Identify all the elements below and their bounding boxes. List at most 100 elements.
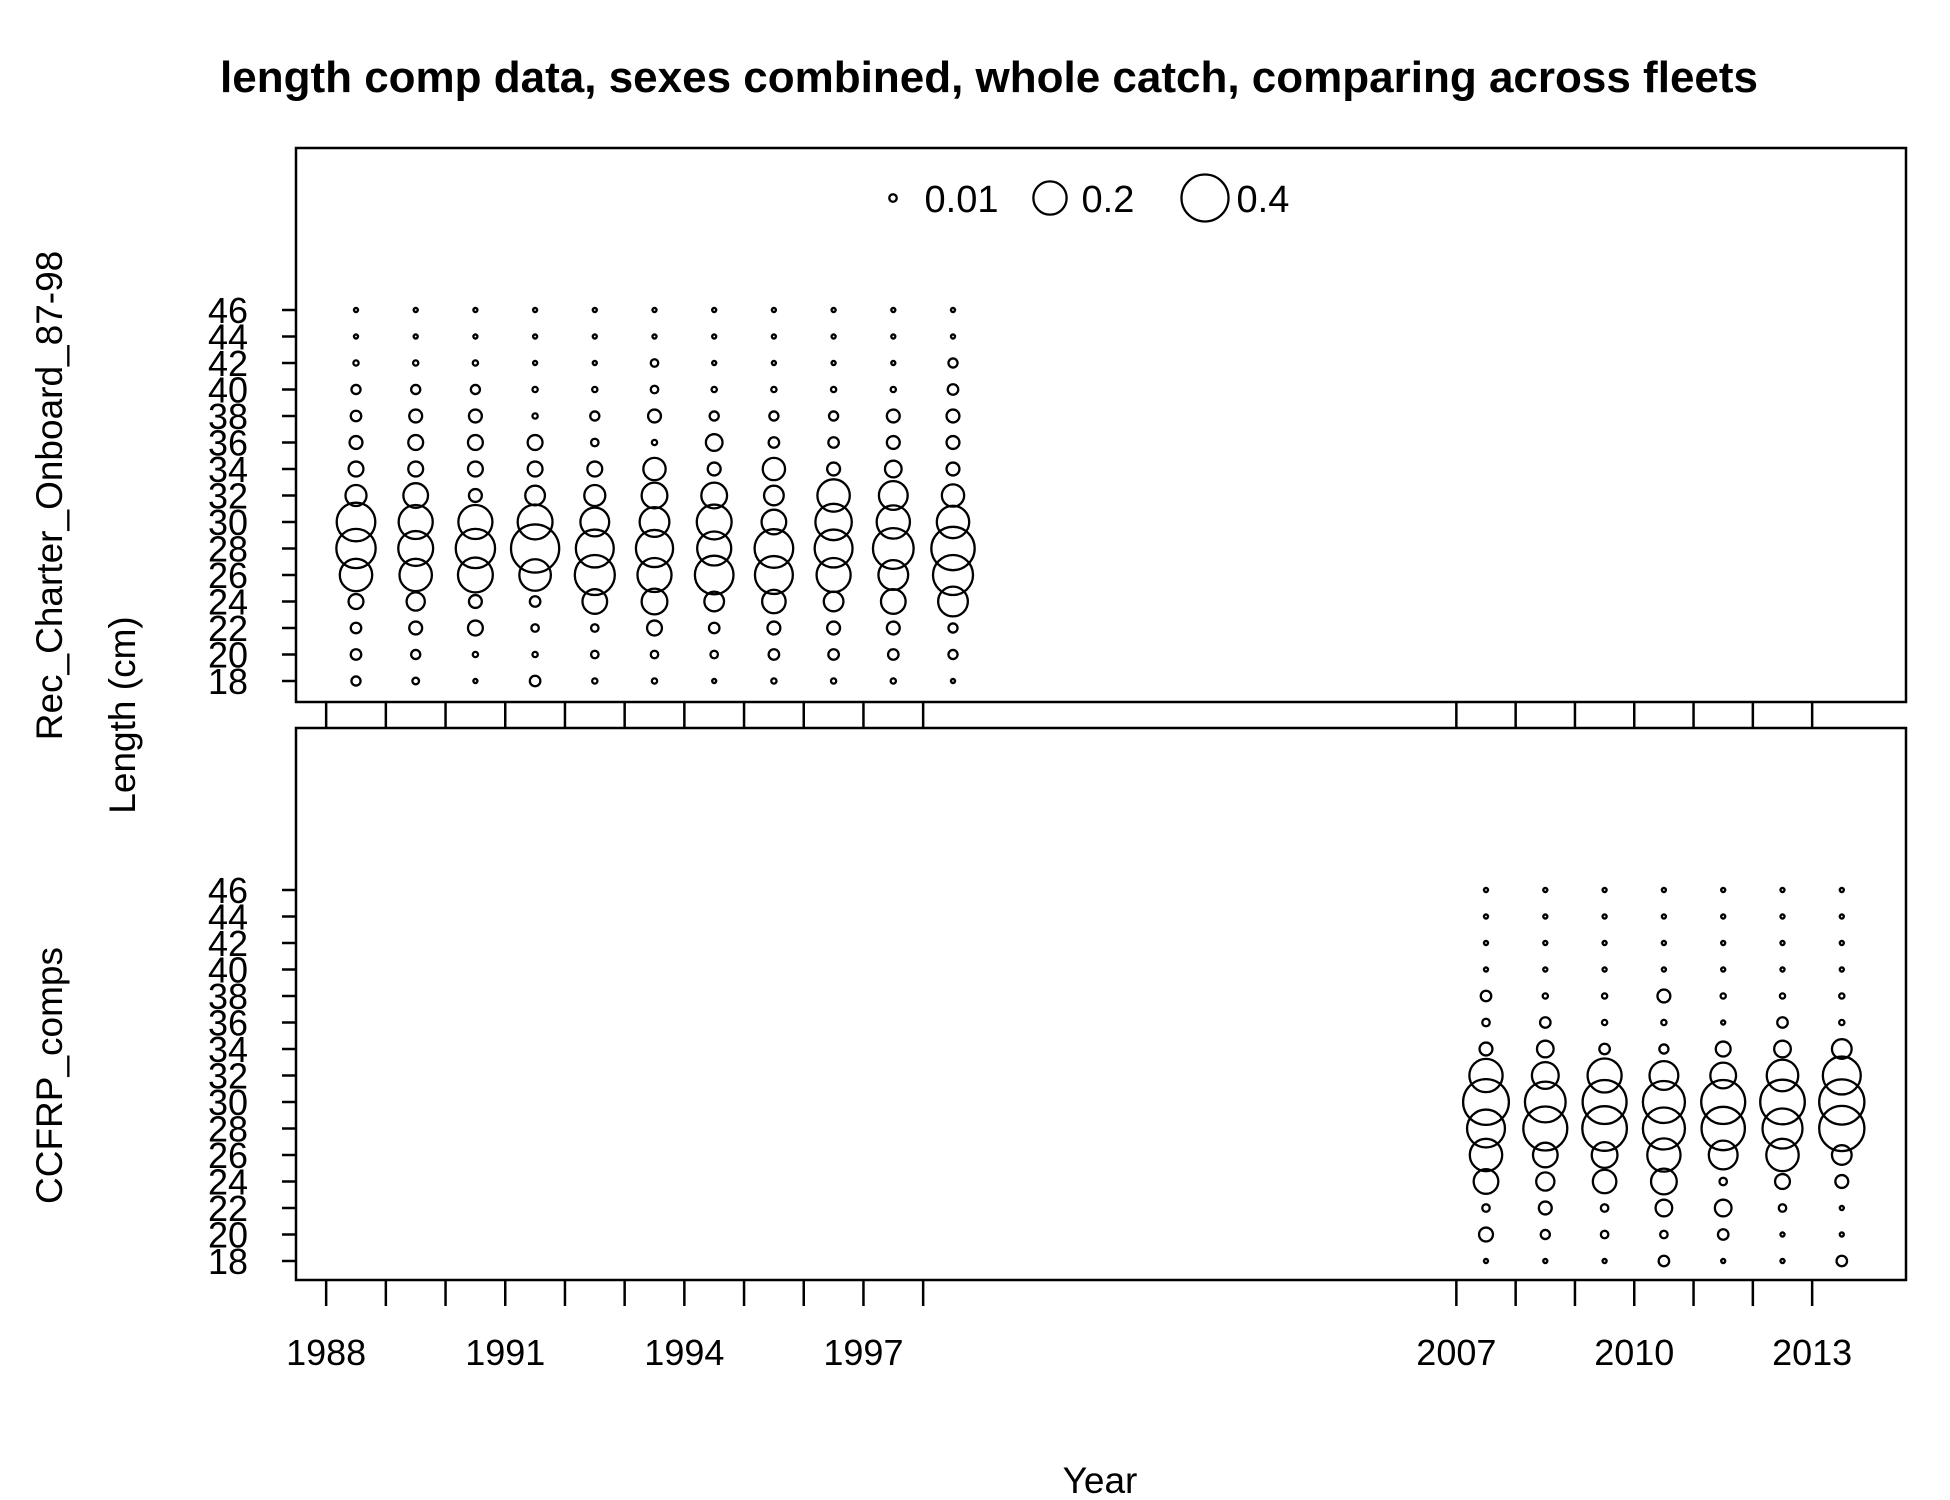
bubble	[885, 434, 901, 451]
bubble	[1720, 913, 1727, 920]
bubble	[1646, 1137, 1682, 1173]
bubble	[1838, 886, 1845, 894]
bubble	[890, 359, 897, 367]
bubble	[827, 648, 840, 661]
bubble	[761, 456, 787, 482]
bubble	[1779, 966, 1786, 973]
bubble	[574, 528, 615, 569]
y-tick-label: 44	[208, 897, 248, 938]
bubble	[1759, 1078, 1806, 1126]
bubble	[531, 412, 539, 420]
bubble	[1838, 966, 1845, 973]
bubble	[1838, 1231, 1845, 1238]
bubble	[711, 677, 718, 685]
bubble	[591, 333, 598, 340]
bubble	[530, 623, 540, 633]
bubble	[1821, 1055, 1862, 1096]
bubble	[646, 408, 663, 424]
bubble	[352, 333, 360, 340]
bubbles-rec-charter	[335, 306, 976, 688]
bubble	[766, 620, 782, 636]
bubble	[935, 504, 971, 540]
bubble	[1482, 1257, 1490, 1265]
bubble	[586, 460, 604, 478]
bubble	[347, 592, 365, 611]
y-tick-label: 32	[208, 1056, 248, 1097]
bubble	[940, 483, 966, 508]
bubble	[871, 527, 915, 571]
legend-label: 0.4	[1237, 179, 1290, 221]
bubble	[1660, 939, 1668, 947]
bubble	[591, 677, 599, 685]
bubble	[945, 408, 961, 424]
y-tick-label: 22	[208, 608, 248, 649]
bubble	[636, 556, 673, 594]
bubble	[1700, 1105, 1747, 1152]
y-tick-label: 28	[208, 529, 248, 570]
bubble	[1599, 1229, 1610, 1240]
bubble	[949, 677, 957, 685]
bubble	[889, 677, 898, 685]
bubble	[704, 433, 724, 452]
bubble	[526, 433, 544, 452]
x-tick-label: 1994	[644, 1332, 724, 1373]
bubble	[591, 306, 598, 314]
bubble	[706, 461, 722, 477]
legend-bubble	[1180, 173, 1230, 223]
bubble	[1838, 939, 1845, 947]
bubble	[711, 333, 718, 340]
bubble	[1482, 939, 1490, 947]
bubble	[349, 409, 363, 423]
bubble	[761, 588, 787, 615]
bubble	[1581, 1105, 1629, 1152]
y-tick-label: 36	[208, 1003, 248, 1044]
bubble	[466, 433, 484, 452]
bubble	[1591, 1168, 1618, 1195]
y-tick-label: 44	[208, 317, 248, 358]
bubble	[1523, 1080, 1567, 1124]
bubble	[829, 677, 838, 685]
bubble	[397, 529, 435, 568]
bubble	[531, 306, 539, 314]
bubble	[1777, 1203, 1788, 1213]
x-tick-label: 2010	[1594, 1332, 1674, 1373]
bubble	[410, 383, 422, 396]
bubble	[528, 595, 542, 608]
panel-rec-charter-frame	[294, 146, 1908, 704]
bubble	[1660, 966, 1668, 973]
bubble	[411, 359, 420, 367]
bubble	[531, 385, 539, 394]
bubble	[1720, 1257, 1727, 1265]
bubble	[1720, 1019, 1727, 1026]
bubble	[531, 359, 539, 367]
bubble	[1714, 1040, 1732, 1058]
panel-ccfrp-label: CCFRP_comps	[29, 947, 70, 1204]
bubble	[1834, 1173, 1850, 1190]
bubble	[1542, 886, 1549, 894]
bubble	[350, 383, 362, 396]
bubble	[1465, 1108, 1507, 1149]
bubble	[649, 649, 660, 660]
bubble	[407, 460, 425, 478]
bubble	[467, 593, 483, 610]
bubble	[890, 306, 897, 314]
bubble	[1838, 1018, 1846, 1027]
bubble	[816, 478, 851, 513]
bubble	[1481, 1203, 1491, 1213]
y-tick-label: 40	[208, 370, 248, 411]
bubble	[1601, 886, 1608, 894]
bubble	[770, 333, 778, 340]
bubble	[768, 410, 780, 422]
bubble	[829, 385, 838, 394]
bubble	[471, 650, 480, 659]
bubble	[877, 479, 909, 512]
bubble	[947, 357, 959, 369]
bubble	[1660, 913, 1668, 920]
bubble	[457, 503, 494, 541]
y-tick-label: 24	[208, 1162, 248, 1203]
bubble	[814, 502, 853, 542]
bubble	[1659, 1229, 1669, 1240]
bubble	[408, 408, 424, 424]
bubble	[830, 306, 837, 314]
